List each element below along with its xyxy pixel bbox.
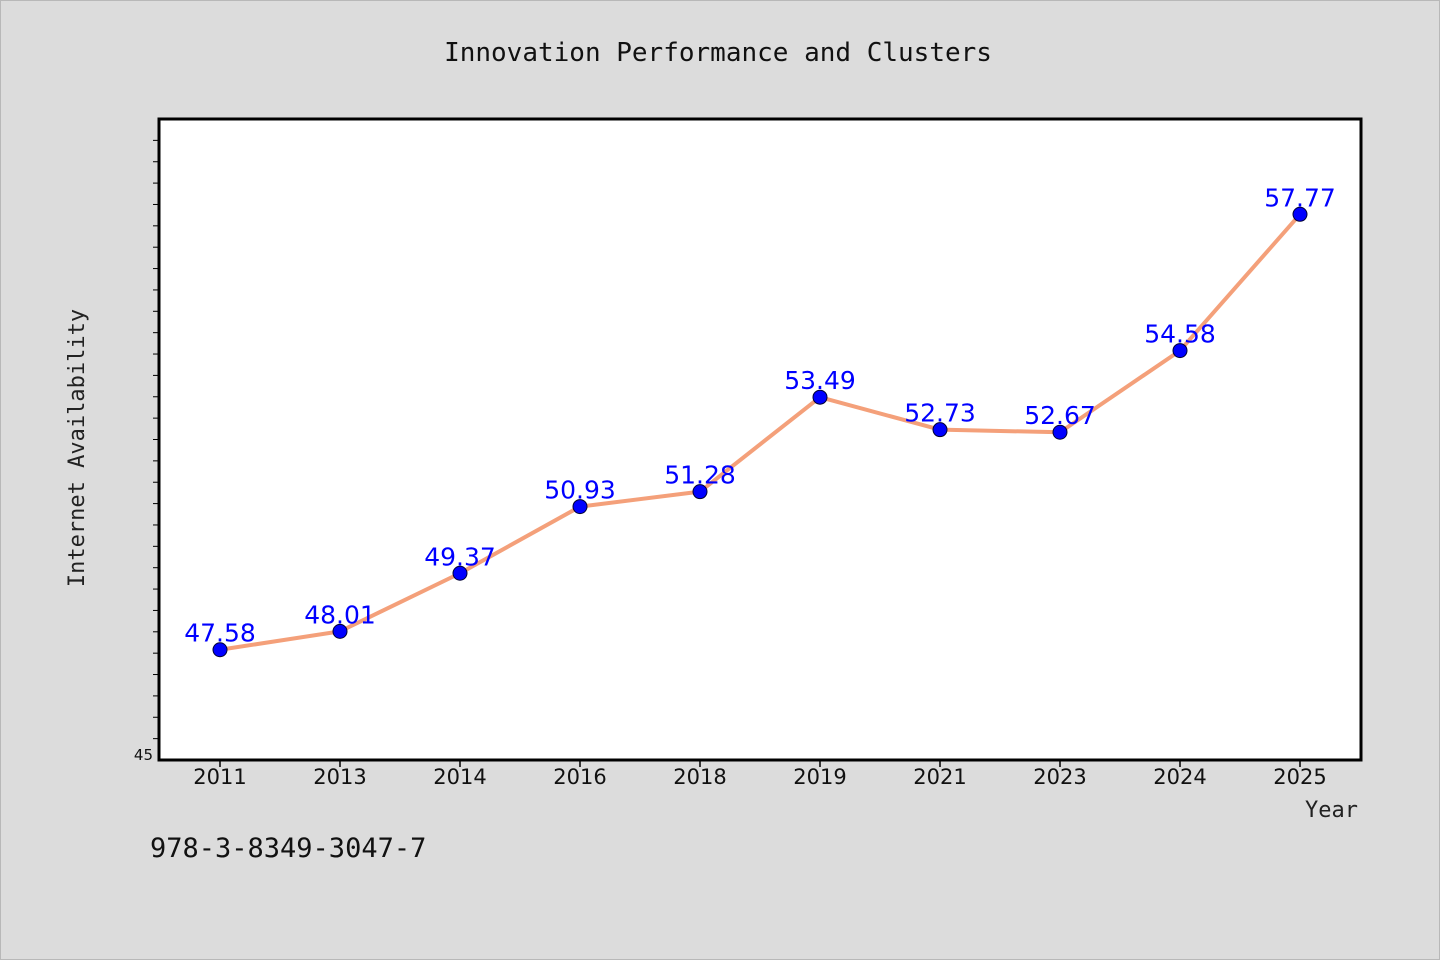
plot-area — [157, 117, 1363, 762]
data-label: 52.73 — [904, 399, 976, 428]
data-point — [1292, 206, 1308, 222]
data-point — [452, 565, 468, 581]
data-point — [692, 484, 708, 500]
data-label: 54.58 — [1144, 320, 1216, 349]
data-point — [1052, 424, 1068, 440]
data-point — [212, 642, 228, 658]
data-label: 57.77 — [1264, 183, 1336, 212]
data-point — [1172, 343, 1188, 359]
data-label: 52.67 — [1024, 401, 1096, 430]
data-label: 51.28 — [664, 461, 736, 490]
x-tick-label: 2011 — [193, 765, 246, 789]
series-line — [218, 212, 1302, 652]
x-tick-label: 2023 — [1033, 765, 1086, 789]
series-group: 47.58 48.01 49.37 50.93 51.28 53.49 52.73 52.67… — [184, 183, 1336, 658]
y-axis-label: Internet Availability — [65, 309, 90, 587]
data-label: 47.58 — [184, 619, 256, 648]
data-point — [332, 623, 348, 639]
data-label: 50.93 — [544, 476, 616, 505]
data-point — [572, 499, 588, 515]
x-tick-label: 2025 — [1273, 765, 1326, 789]
x-tick-label: 2019 — [793, 765, 846, 789]
data-label: 53.49 — [784, 366, 856, 395]
data-label: 49.37 — [424, 542, 496, 571]
x-tick-label: 2018 — [673, 765, 726, 789]
x-axis-label: Year — [1305, 798, 1358, 823]
x-tick-label: 2021 — [913, 765, 966, 789]
x-tick-label: 2024 — [1153, 765, 1206, 789]
data-label: 48.01 — [304, 600, 376, 629]
isbn-footer: 978-3-8349-3047-7 — [150, 833, 427, 864]
data-point — [932, 422, 948, 438]
y-axis-ticks: 45 — [134, 139, 159, 764]
x-axis-ticks: 2011 2013 2014 2016 2018 2019 2021 2023 2024 2025 — [193, 760, 1327, 789]
x-tick-label: 2013 — [313, 765, 366, 789]
y-tick-label: 45 — [134, 746, 153, 764]
data-point — [812, 389, 828, 405]
x-tick-label: 2016 — [553, 765, 606, 789]
chart-title: Innovation Performance and Clusters — [444, 38, 992, 68]
x-tick-label: 2014 — [433, 765, 486, 789]
